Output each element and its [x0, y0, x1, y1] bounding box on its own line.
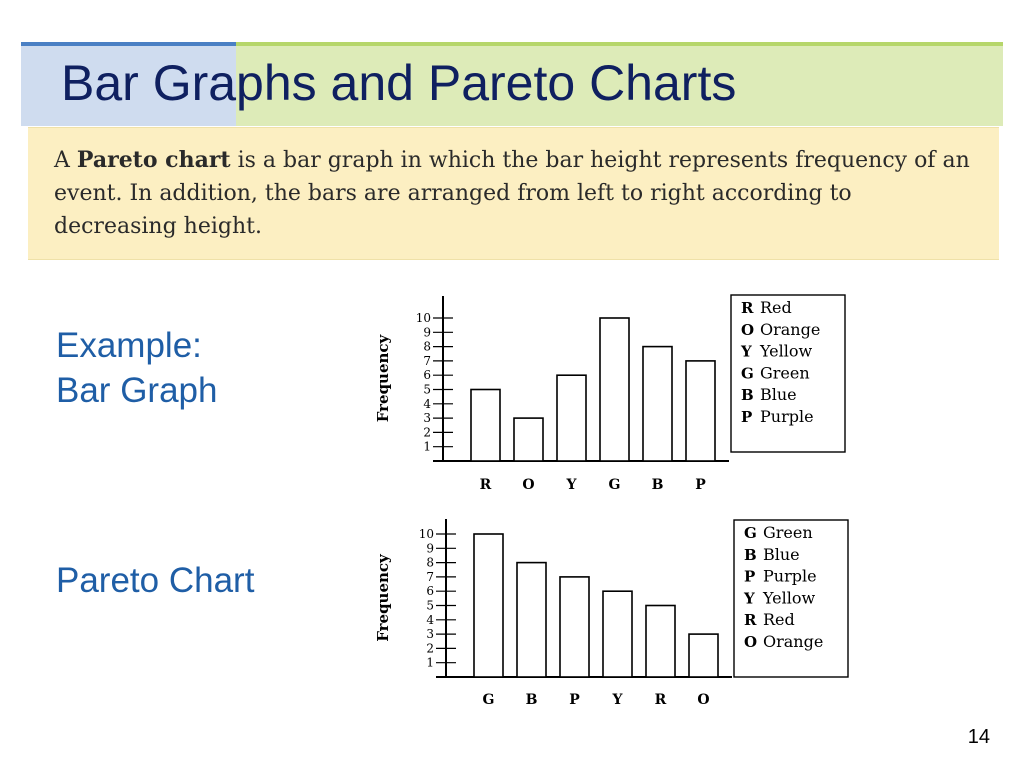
legend-label: Green: [763, 523, 813, 542]
legend-code: P: [741, 408, 752, 426]
bar-g: [473, 533, 504, 678]
legend-label: Orange: [760, 320, 820, 339]
y-tick-label: 7: [426, 570, 434, 584]
definition-body: is a bar graph in which the bar height r…: [54, 148, 970, 239]
definition-box: A Pareto chart is a bar graph in which t…: [28, 127, 999, 260]
x-tick-label: R: [655, 692, 667, 708]
y-tick-label: 4: [426, 613, 434, 627]
legend-code: Y: [740, 343, 752, 361]
y-tick-label: 3: [423, 411, 431, 425]
legend-label: Green: [760, 363, 810, 382]
bar-r: [470, 388, 501, 462]
y-tick-label: 10: [416, 311, 431, 325]
y-tick-label: 9: [426, 541, 434, 555]
x-tick-label: O: [697, 692, 709, 708]
legend-code: Y: [743, 589, 755, 607]
legend-label: Blue: [763, 545, 800, 564]
bar-p: [685, 360, 716, 462]
bar-r: [645, 604, 676, 678]
definition-text: A Pareto chart is a bar graph in which t…: [54, 144, 974, 243]
x-tick-label: Y: [566, 477, 578, 493]
legend-label: Purple: [760, 407, 814, 426]
y-tick-label: 8: [423, 340, 431, 354]
y-tick-label: 2: [423, 425, 431, 439]
legend-code: O: [741, 321, 754, 339]
legend-code: G: [744, 524, 757, 542]
definition-intro: A: [54, 148, 77, 173]
legend-label: Yellow: [762, 588, 816, 607]
legend-code: B: [744, 546, 757, 564]
title-accent-left: [21, 42, 236, 126]
y-tick-label: 5: [426, 599, 434, 613]
legend-label: Blue: [760, 385, 797, 404]
x-tick-label: B: [526, 692, 538, 708]
legend-code: R: [741, 299, 754, 317]
page-number: 14: [967, 726, 990, 748]
definition-term: Pareto chart: [76, 147, 231, 173]
bar-graph-label: Bar Graph: [56, 371, 218, 410]
legend-code: B: [741, 386, 754, 404]
pareto-chart-label: Pareto Chart: [56, 561, 255, 600]
legend-label: Red: [763, 610, 795, 629]
legend-code: G: [741, 364, 754, 382]
y-tick-label: 1: [426, 656, 434, 670]
x-tick-label: O: [522, 477, 534, 493]
legend-label: Purple: [763, 567, 817, 586]
bar-y: [556, 374, 587, 462]
bar-b: [642, 345, 673, 462]
bar-o: [513, 417, 544, 462]
y-tick-label: 6: [426, 584, 434, 598]
y-tick-label: 8: [426, 556, 434, 570]
legend-label: Red: [760, 298, 792, 317]
y-tick-label: 1: [423, 440, 431, 454]
y-tick-label: 6: [423, 368, 431, 382]
y-tick-label: 9: [423, 325, 431, 339]
bar-o: [688, 633, 719, 678]
example-label: Example:: [56, 326, 202, 365]
legend-code: P: [744, 568, 755, 586]
y-tick-label: 4: [423, 397, 431, 411]
bar-y: [602, 590, 633, 678]
legend-label: Yellow: [759, 342, 813, 361]
legend-box: [733, 519, 849, 678]
x-tick-label: R: [480, 477, 492, 493]
slide-title: Bar Graphs and Pareto Charts: [61, 55, 737, 111]
x-tick-label: G: [609, 477, 621, 493]
y-axis-label: Frequency: [374, 553, 392, 642]
title-bar: Bar Graphs and Pareto Charts: [21, 42, 1003, 126]
bar-b: [516, 561, 547, 678]
bar-g: [599, 317, 630, 462]
legend-code: O: [744, 633, 757, 651]
title-rule-right: [236, 42, 1003, 46]
legend-box: [730, 294, 846, 453]
x-tick-label: P: [695, 477, 706, 493]
y-axis-label: Frequency: [374, 333, 392, 422]
y-tick-label: 2: [426, 641, 434, 655]
y-tick-label: 3: [426, 627, 434, 641]
x-tick-label: B: [652, 477, 664, 493]
y-tick-label: 10: [419, 527, 434, 541]
bar-p: [559, 576, 590, 678]
title-rule-left: [21, 42, 236, 46]
legend-code: R: [744, 611, 757, 629]
x-tick-label: P: [569, 692, 580, 708]
y-tick-label: 7: [423, 354, 431, 368]
x-tick-label: Y: [612, 692, 624, 708]
title-accent-right: [236, 42, 1003, 126]
x-tick-label: G: [483, 692, 495, 708]
legend-label: Orange: [763, 632, 823, 651]
y-tick-label: 5: [423, 383, 431, 397]
